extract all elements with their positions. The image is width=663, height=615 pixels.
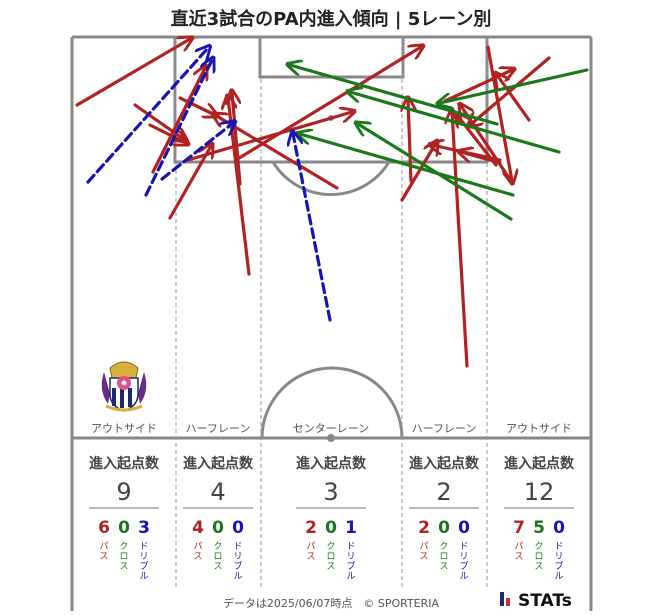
lane-total-value: 9	[116, 478, 131, 506]
lane-label-2: ハーフレーン	[186, 422, 251, 435]
lane-pass-count: 6	[98, 518, 110, 538]
pass-arrow-4	[168, 146, 211, 220]
footer-credit: データは2025/06/07時点 © SPORTERIA	[223, 596, 440, 610]
lane-total-value: 4	[210, 478, 225, 506]
lane-dribble-count: 0	[553, 518, 565, 538]
pass-arrow-1	[75, 39, 190, 107]
lane-cross-label: クロス	[439, 541, 448, 572]
pass-arrow-22	[461, 152, 502, 165]
lane-pass-count: 4	[192, 518, 204, 538]
cross-arrow-4	[300, 134, 515, 197]
cross-arrow-3	[350, 92, 561, 154]
lane-pass-label: パス	[306, 541, 315, 562]
chart-title: 直近3試合のPA内進入傾向 | 5レーン別	[171, 8, 492, 30]
lane-cross-count: 0	[438, 518, 450, 538]
lane-label-3: センターレーン	[293, 422, 369, 435]
lane-labels: アウトサイド ハーフレーン センターレーン ハーフレーン アウトサイド	[91, 422, 572, 435]
lane-stats-2: 進入起点数 44 パス 0 クロス 0 ドリブル	[183, 455, 254, 582]
stats-brand-icon	[500, 592, 504, 606]
lane-stats-5: 進入起点数 12 7 パス 5 クロス 0 ドリブル	[504, 455, 575, 582]
lane-dribble-count: 0	[458, 518, 470, 538]
pass-arrow-12	[452, 112, 469, 368]
lane-dribble-count: 0	[232, 518, 244, 538]
cross-arrow-1	[440, 68, 589, 103]
dribble-arrow-4	[293, 134, 332, 322]
lane-stats-4: 進入起点数 22 パス 0 クロス 0 ドリブル	[409, 455, 480, 582]
lane-cross-count: 0	[212, 518, 224, 538]
lane-stats-header: 進入起点数	[183, 455, 254, 472]
lane-dribble-label: ドリブル	[346, 542, 355, 582]
lane-label-1: アウトサイド	[91, 422, 157, 435]
pass-arrow-19	[486, 45, 512, 181]
penalty-arc	[271, 161, 391, 196]
lane-cross-count: 5	[533, 518, 545, 538]
lane-label-4: ハーフレーン	[412, 422, 477, 435]
lane-stats-3: 進入起点数 32 パス 0 クロス 1 ドリブル	[296, 455, 367, 582]
pass-arrow-11	[234, 47, 421, 162]
lane-dribble-label: ドリブル	[459, 542, 468, 582]
lane-stats-header: 進入起点数	[409, 455, 480, 472]
lane-pass-label: パス	[99, 541, 108, 562]
center-circle	[260, 366, 404, 439]
lane-dribble-label: ドリブル	[554, 542, 563, 582]
pass-arrow-6	[151, 68, 205, 174]
lane-cross-count: 0	[118, 518, 130, 538]
lane-stats-header: 進入起点数	[296, 455, 367, 472]
pass-arrow-3	[133, 103, 185, 140]
lane-pass-count: 2	[418, 518, 430, 538]
pass-arrow-8	[232, 93, 242, 186]
cross-arrow-5	[358, 124, 513, 221]
lane-stats-header: 進入起点数	[504, 455, 575, 472]
lane-total-value: 12	[524, 478, 555, 506]
pass-arrow-21	[497, 75, 531, 122]
lane-stats-panel: 進入起点数96パス0クロス3ドリブル進入起点数44パス0クロス0ドリブル進入起点…	[89, 455, 575, 582]
lane-pass-label: パス	[514, 541, 523, 562]
lane-pass-label: パス	[419, 541, 428, 562]
pass-arrow-15	[408, 100, 411, 183]
cross-arrow-2	[290, 65, 499, 126]
lane-cross-count: 0	[325, 518, 337, 538]
lane-pass-count: 2	[305, 518, 317, 538]
center-spot	[327, 434, 335, 442]
lane-cross-label: クロス	[326, 541, 335, 572]
lane-pass-count: 7	[513, 518, 525, 538]
lane-dribble-count: 3	[138, 518, 150, 538]
stats-brand-icon-accent	[506, 598, 510, 606]
dribble-arrow-1	[86, 48, 208, 184]
pass-arrow-9	[186, 112, 352, 162]
dribble-arrow-2	[144, 60, 212, 197]
lane-cross-label: クロス	[213, 541, 222, 572]
lane-label-5: アウトサイド	[506, 422, 572, 435]
lane-pass-label: パス	[193, 541, 202, 562]
lane-cross-label: クロス	[534, 541, 543, 572]
stats-brand-text: STATs	[518, 591, 572, 611]
lane-dribble-label: ドリブル	[233, 542, 242, 582]
lane-total-value: 2	[436, 478, 451, 506]
cerezo-osaka-crest-icon	[101, 361, 147, 412]
lane-stats-1: 進入起点数 96 パス 0 クロス 3 ドリブル	[89, 455, 160, 582]
lane-total-value: 3	[323, 478, 338, 506]
stats-brand: STATs	[500, 591, 572, 611]
lane-stats-header: 進入起点数	[89, 455, 160, 472]
lane-dribble-count: 1	[345, 518, 357, 538]
lane-cross-label: クロス	[119, 541, 128, 572]
dribble-arrow-3	[160, 123, 233, 181]
arrow-layer	[75, 39, 589, 368]
lane-dribble-label: ドリブル	[139, 542, 148, 582]
